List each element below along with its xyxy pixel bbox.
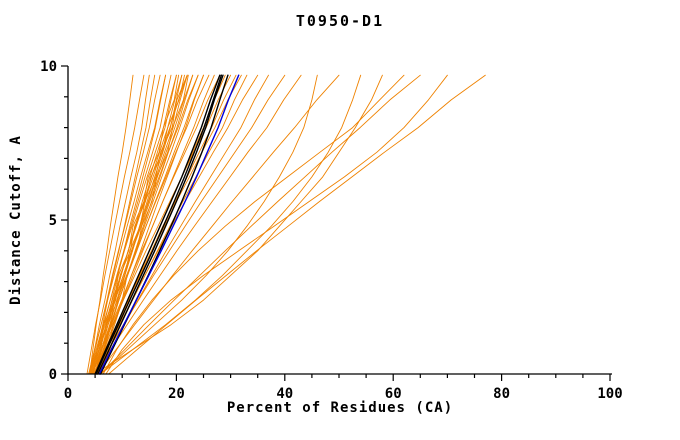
curve-sel [98, 74, 240, 375]
x-tick-label: 80 [493, 386, 510, 402]
curve-m42 [95, 74, 188, 375]
chart-title: T0950-D1 [295, 12, 385, 30]
curve-b04 [95, 74, 223, 375]
curve-m43 [89, 74, 180, 375]
x-tick-label: 60 [385, 386, 402, 402]
curve-m29 [94, 74, 259, 375]
curve-m21 [89, 74, 210, 375]
curve-m30 [97, 74, 269, 375]
curve-m39 [105, 74, 448, 375]
y-tick-label: 10 [40, 59, 57, 75]
curve-m04 [91, 74, 156, 375]
curve-m34 [97, 74, 340, 375]
curve-m33 [100, 74, 318, 375]
curve-m07 [88, 74, 167, 375]
x-tick-label: 20 [168, 386, 185, 402]
curve-m17 [89, 74, 199, 375]
curve-m36 [94, 74, 383, 375]
y-tick-label: 5 [49, 213, 57, 229]
curve-m32 [94, 74, 302, 375]
curve-m40 [108, 74, 486, 375]
curve-b02 [97, 74, 224, 375]
curve-m01 [89, 74, 134, 375]
x-tick-label: 40 [276, 386, 293, 402]
curve-m02 [86, 74, 145, 375]
y-tick-label: 0 [49, 367, 57, 383]
y-axis-label: Distance Cutoff, A [8, 135, 24, 305]
curve-m41 [91, 74, 185, 375]
curve-m03 [89, 74, 150, 375]
curve-b01 [94, 74, 221, 375]
curve-m35 [100, 74, 362, 375]
curve-m44 [100, 74, 189, 375]
x-tick-label: 100 [597, 386, 622, 402]
x-axis-label: Percent of Residues (CA) [226, 400, 454, 416]
curve-m37 [102, 74, 405, 375]
curve-m18 [94, 74, 199, 375]
curve-m13 [89, 74, 188, 375]
curve-m23 [91, 74, 221, 375]
curve-m20 [97, 74, 204, 375]
curve-m38 [100, 74, 421, 375]
x-tick-label: 0 [64, 386, 72, 402]
